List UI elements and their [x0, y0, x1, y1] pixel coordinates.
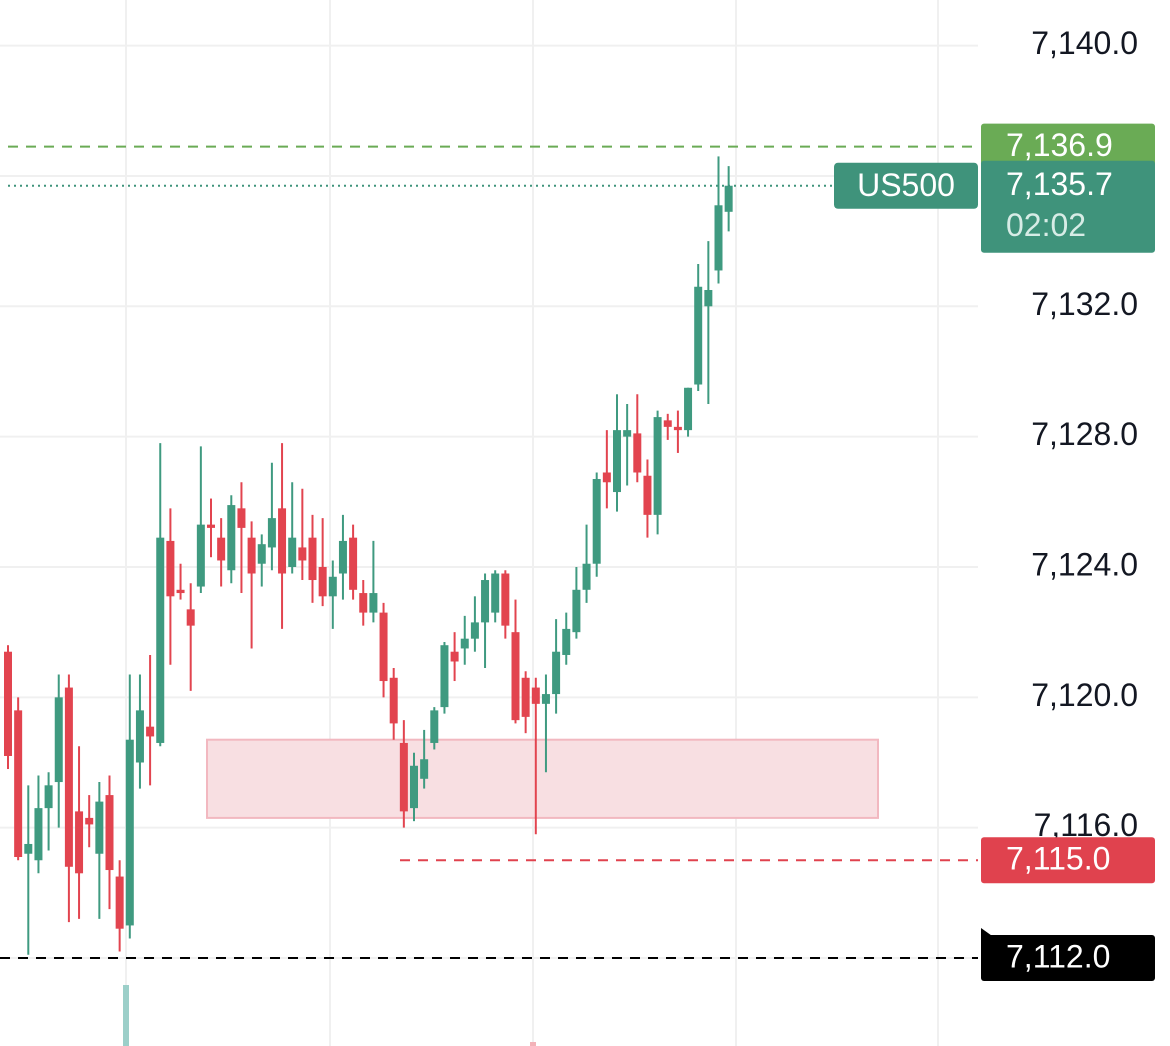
price-tag: [981, 935, 1155, 982]
candle-body: [44, 785, 53, 809]
candle-body: [410, 765, 418, 809]
candle-body: [552, 651, 561, 695]
candle-body: [643, 475, 652, 515]
candle-body: [217, 537, 226, 561]
candle-body: [125, 739, 134, 926]
candle-body: [64, 687, 73, 867]
candle-body: [105, 795, 114, 871]
candle-body: [704, 290, 713, 307]
candle-body: [207, 524, 215, 528]
candle-body: [75, 811, 84, 874]
candle-body: [135, 710, 144, 763]
candle-body: [369, 593, 378, 613]
symbol-label: US500: [857, 167, 955, 203]
candle-body: [34, 808, 43, 861]
candle-body: [592, 479, 601, 564]
candle-body: [115, 876, 124, 929]
y-tick-label: 7,128.0: [1031, 416, 1138, 452]
tag-arrow: [981, 928, 995, 949]
candle-body: [156, 537, 165, 743]
y-tick-label: 7,120.0: [1031, 677, 1138, 713]
candle-body: [338, 540, 347, 574]
candle-body: [24, 843, 33, 854]
candle-body: [470, 622, 479, 639]
candle-body: [54, 697, 63, 783]
price-tag: [981, 837, 1155, 884]
candle-body: [673, 426, 682, 431]
candle-body: [653, 417, 662, 515]
candle-body: [247, 537, 256, 574]
price-tag-label: 7,136.9: [1006, 127, 1113, 163]
candle-body: [602, 472, 611, 483]
y-tick-label: 7,116.0: [1034, 807, 1138, 843]
candle-body: [572, 589, 581, 633]
candle-body: [430, 710, 439, 743]
candle-body: [521, 677, 530, 717]
price-tag: [981, 123, 1155, 170]
candle-body: [14, 710, 23, 858]
symbol-tag: [834, 162, 978, 209]
countdown: 02:02: [1006, 207, 1086, 243]
candle-body: [633, 433, 642, 473]
candle-body: [298, 547, 307, 561]
price-tag: [981, 160, 1155, 253]
candle-body: [562, 628, 571, 655]
candle-body: [176, 589, 185, 594]
price-tag-label: 7,112.0: [1006, 938, 1110, 974]
candle-body: [288, 537, 297, 567]
candle-body: [186, 609, 195, 626]
price-tag-label: 7,115.0: [1006, 841, 1110, 877]
candle-body: [95, 801, 104, 854]
zone: [206, 738, 879, 819]
candle-body: [511, 632, 520, 721]
candle-body: [724, 185, 733, 212]
candle-body: [694, 286, 703, 385]
candle-body: [257, 544, 266, 564]
candle-body: [399, 742, 408, 812]
candle-body: [359, 593, 368, 613]
candle-body: [623, 430, 632, 437]
candle-body: [450, 651, 459, 662]
candle-body: [267, 518, 276, 548]
candle-body: [318, 566, 327, 597]
candle-body: [379, 612, 388, 682]
price-tag-label: 7,135.7: [1006, 166, 1113, 202]
candle-body: [389, 677, 398, 724]
candle-body: [237, 508, 246, 528]
candle-body: [4, 651, 12, 756]
candle-body: [166, 540, 175, 597]
candle-body: [663, 420, 672, 427]
candle-body: [481, 580, 490, 623]
candle-body: [501, 573, 510, 626]
candle-body: [491, 573, 500, 613]
candle-body: [613, 430, 621, 493]
y-tick-label: 7,140.0: [1031, 25, 1138, 61]
candle-body: [460, 638, 469, 649]
candle-body: [85, 817, 94, 825]
candle-body: [328, 576, 337, 597]
candle-body: [582, 563, 591, 590]
candle-body: [278, 508, 287, 574]
candle-body: [227, 505, 236, 571]
candle-body: [684, 387, 693, 431]
y-tick-label: 7,132.0: [1031, 286, 1138, 322]
candle-body: [308, 537, 317, 581]
candle-body: [196, 524, 205, 587]
y-tick-label: 7,124.0: [1031, 546, 1138, 582]
candle-body: [531, 687, 540, 704]
candle-body: [440, 645, 449, 708]
candle-body: [714, 205, 723, 271]
candle-body: [349, 537, 358, 590]
candle-body: [541, 694, 550, 704]
volume-mark: [123, 985, 129, 1046]
candle-body: [420, 759, 429, 779]
volume-mark: [530, 1042, 536, 1046]
candle-body: [146, 726, 155, 737]
